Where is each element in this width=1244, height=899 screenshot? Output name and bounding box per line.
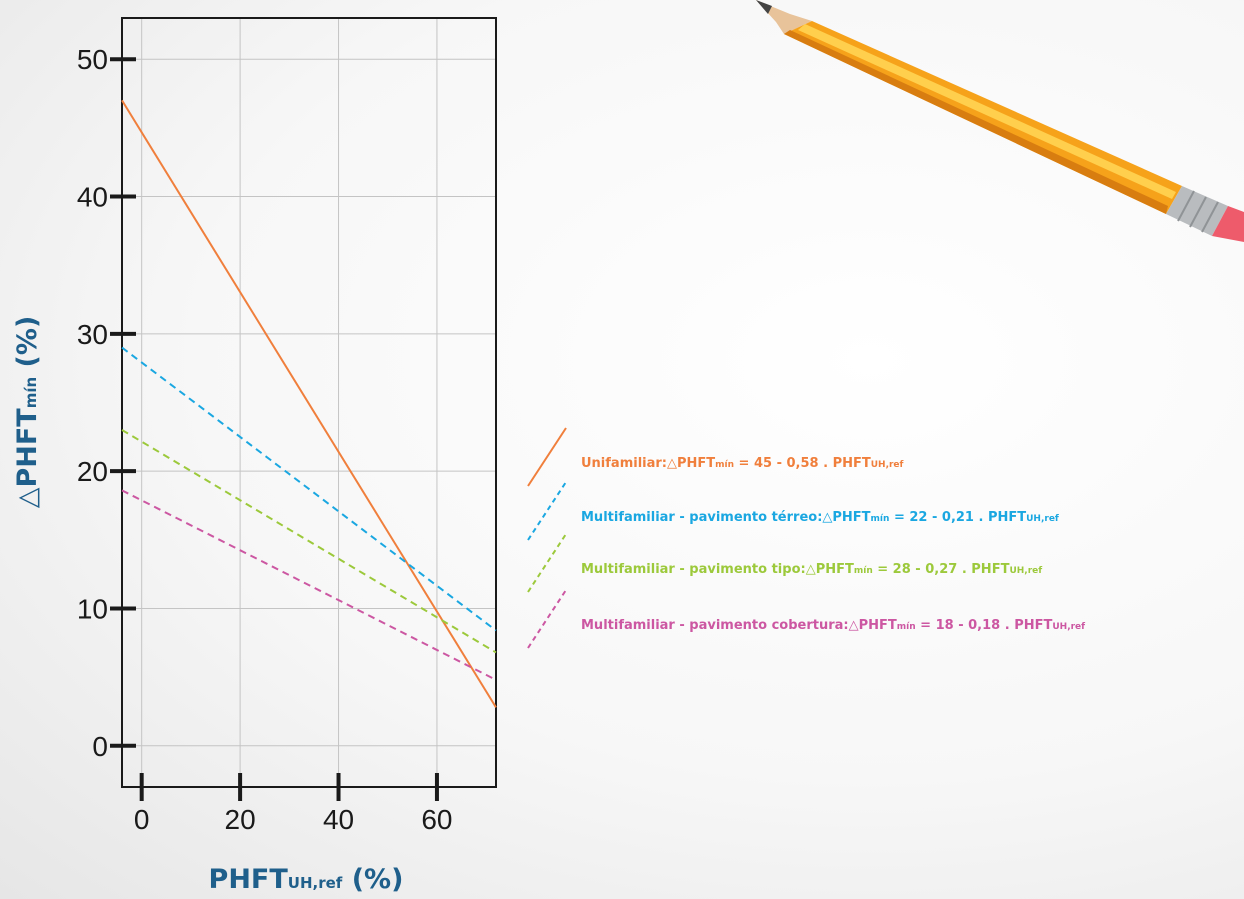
y-tick-label: 40 [77,182,108,213]
y-tick-label: 10 [77,593,108,624]
x-tick-label: 40 [323,804,354,835]
grid [122,18,496,787]
y-tick-label: 50 [77,44,108,75]
legend-swatch-1 [527,481,567,541]
plot-frame [121,17,497,788]
series-line-2 [121,429,497,654]
y-tick-label: 20 [77,456,108,487]
x-tick-label: 0 [134,804,150,835]
legend-label-2: Multifamiliar - pavimento tipo:△PHFTmín … [581,562,1042,577]
legend-item-1: Multifamiliar - pavimento térreo:△PHFTmí… [527,481,1059,541]
x-tick-label: 20 [225,804,256,835]
legend-item-2: Multifamiliar - pavimento tipo:△PHFTmín … [527,533,1042,593]
y-tick-label: 30 [77,319,108,350]
legend-swatch-0 [527,427,567,487]
legend-label-0: Unifamiliar:△PHFTmín = 45 - 0,58 . PHFTU… [581,456,904,471]
x-axis-title: PHFTUH,ref (%) [209,864,404,895]
legend-label-1: Multifamiliar - pavimento térreo:△PHFTmí… [581,510,1059,525]
series-line-0 [121,99,497,708]
legend-label-3: Multifamiliar - pavimento cobertura:△PHF… [581,618,1085,633]
series-line-3 [121,489,497,681]
y-axis-title: △PHFTmín (%) [12,316,43,509]
legend-item-0: Unifamiliar:△PHFTmín = 45 - 0,58 . PHFTU… [527,427,904,487]
x-tick-label: 60 [421,804,452,835]
legend-swatch-3 [527,589,567,649]
series-lines [121,99,497,708]
legend-swatch-2 [527,533,567,593]
legend-item-3: Multifamiliar - pavimento cobertura:△PHF… [527,589,1085,649]
legend: Unifamiliar:△PHFTmín = 45 - 0,58 . PHFTU… [527,427,1085,649]
pencil-illustration [756,0,1244,242]
series-line-1 [121,346,497,632]
y-tick-label: 0 [92,731,108,762]
axis-ticks: 0 10 20 30 40 50 0 20 40 60 [77,44,453,835]
